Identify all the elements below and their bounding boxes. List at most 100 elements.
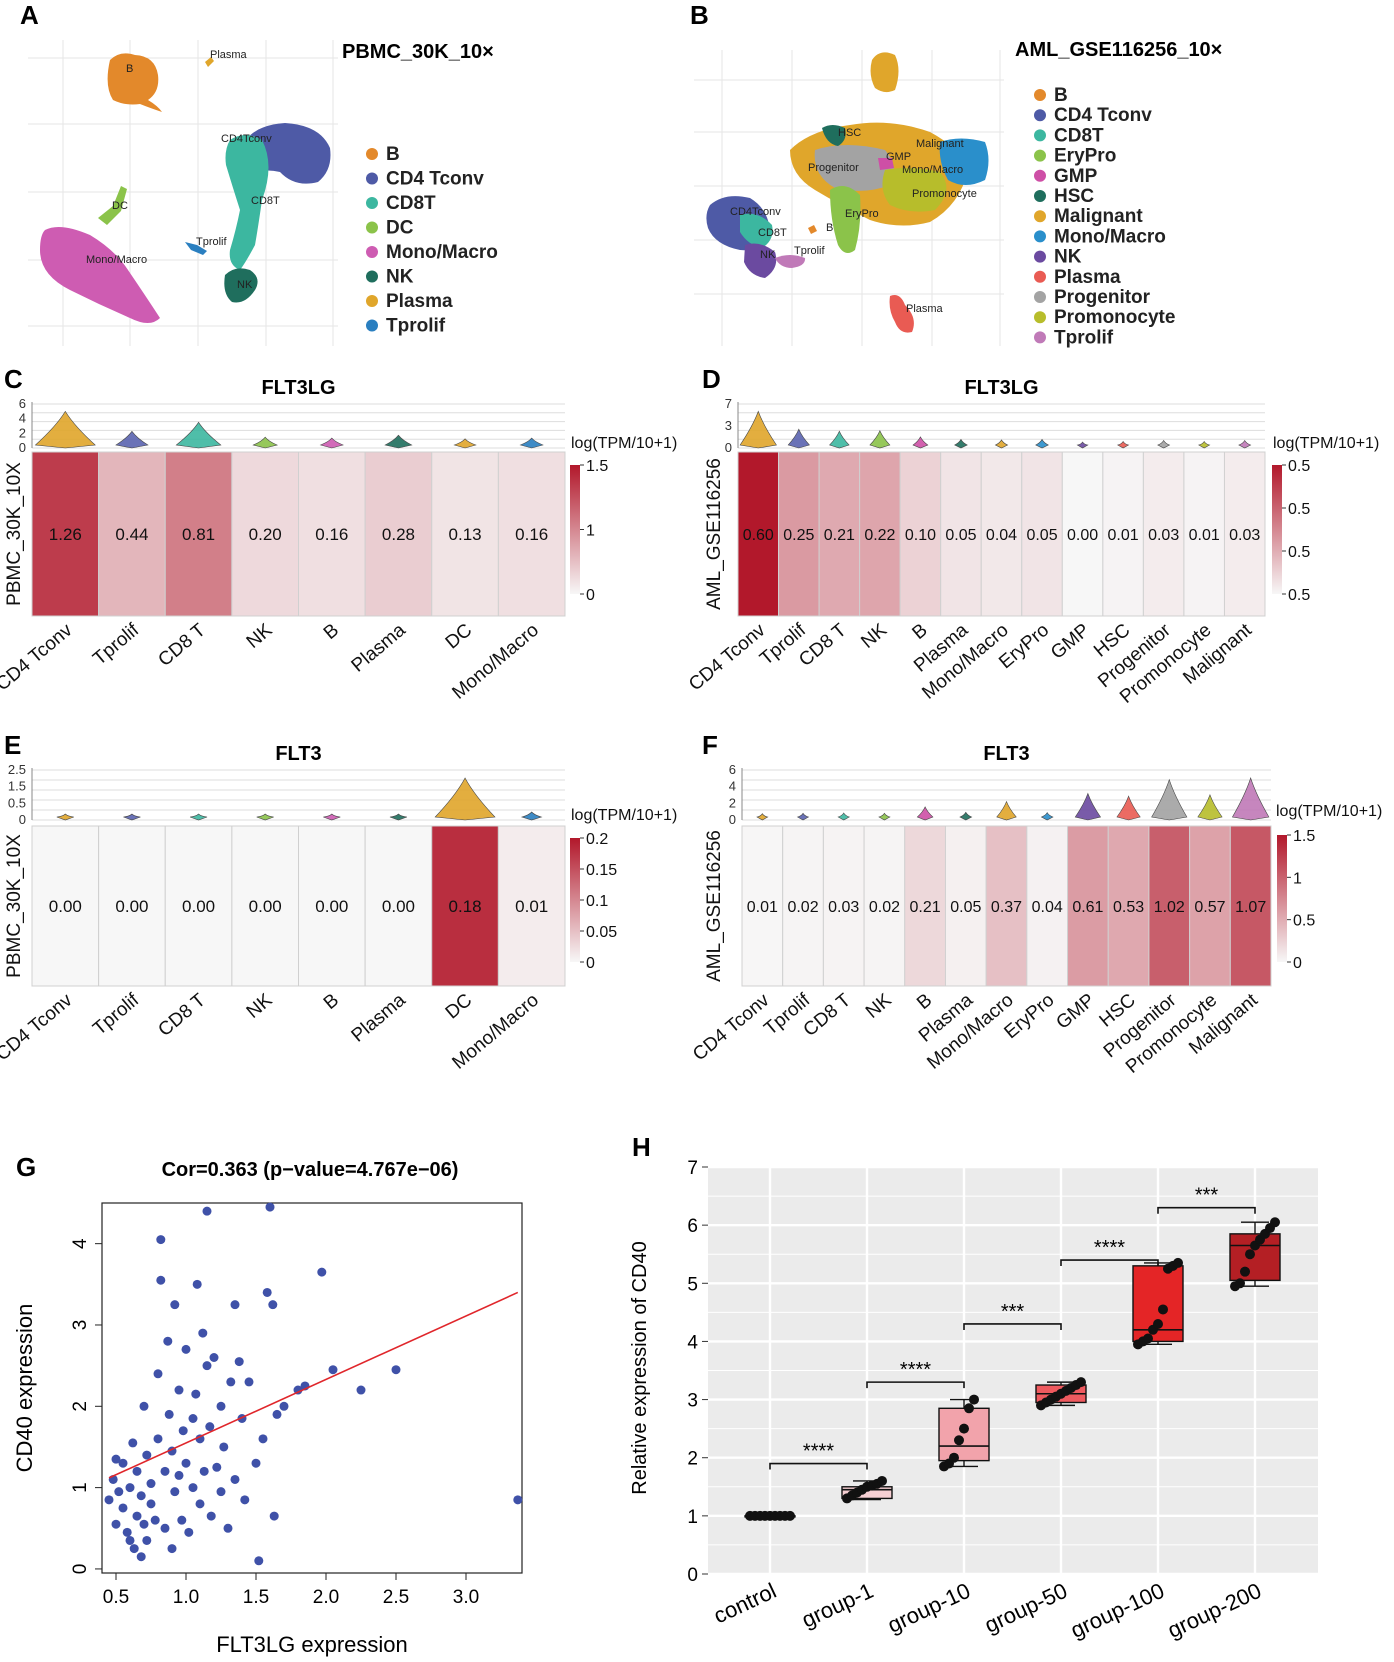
box-point-5-8 xyxy=(1270,1217,1280,1228)
violin-f-8 xyxy=(1074,792,1102,821)
box-point-4-4 xyxy=(1153,1318,1163,1329)
scatter-point-9 xyxy=(125,1535,135,1545)
legend-dot-b-10 xyxy=(1034,291,1046,303)
violin-f-1 xyxy=(796,812,810,821)
violin-tick-e-2: 0.5 xyxy=(8,795,26,810)
violin-e-6 xyxy=(434,777,496,821)
violin-d-4 xyxy=(912,436,929,449)
heat-cell-f-4 xyxy=(904,825,946,987)
heat-value-f-0: 0.01 xyxy=(747,899,778,916)
scatter-point-63 xyxy=(234,1357,244,1367)
violin-c-5 xyxy=(384,434,413,449)
violin-d-0 xyxy=(739,410,777,449)
box-point-2-6 xyxy=(969,1394,979,1405)
heat-cell-c-0 xyxy=(31,451,100,617)
heat-cell-d-12 xyxy=(1223,451,1266,617)
y-tick-g-4: 4 xyxy=(70,1238,91,1249)
heat-value-d-12: 0.03 xyxy=(1229,527,1260,544)
legend-label-b-6: Malignant xyxy=(1054,206,1143,227)
category-label-f-3: NK xyxy=(862,990,896,1023)
heat-value-c-7: 0.16 xyxy=(515,525,548,544)
violin-tick-c-0: 6 xyxy=(19,396,26,411)
heat-cell-f-8 xyxy=(1067,825,1109,987)
legend-label-b-7: Mono/Macro xyxy=(1054,226,1166,247)
scatter-point-5 xyxy=(118,1458,128,1468)
heat-cell-d-11 xyxy=(1183,451,1225,617)
scatter-point-74 xyxy=(272,1409,282,1419)
category-label-e-0: CD4 Tconv xyxy=(0,989,77,1065)
legend-dot-b-2 xyxy=(1034,129,1046,142)
colorbar-tick-c-0: 1.5 xyxy=(586,458,608,475)
violin-d-6 xyxy=(994,439,1009,449)
y-tick-g-2: 2 xyxy=(70,1401,91,1412)
scatter-point-82 xyxy=(513,1495,523,1505)
box-point-4-8 xyxy=(1173,1257,1183,1268)
legend-label-a-1: CD4 Tconv xyxy=(386,169,484,190)
category-label-e-1: Tprolif xyxy=(89,989,143,1039)
legend-dot-a-2 xyxy=(366,197,378,209)
scatter-point-0 xyxy=(104,1495,114,1505)
violin-tick-f-0: 6 xyxy=(729,762,736,777)
heat-value-c-4: 0.16 xyxy=(315,525,348,544)
umap-grid-a xyxy=(28,40,338,346)
sig-bracket-1 xyxy=(866,1381,965,1389)
scatter-point-14 xyxy=(136,1491,146,1501)
colorbar-unit-e: log(TPM/10+1) xyxy=(571,807,677,824)
panel-letter-d: D xyxy=(702,364,721,394)
scatter-point-6 xyxy=(118,1503,128,1513)
colorbar-tick-e-1: 0.15 xyxy=(586,862,617,879)
scatter-point-27 xyxy=(160,1466,170,1476)
scatter-point-65 xyxy=(240,1495,250,1505)
cluster-dc-a xyxy=(98,186,127,225)
box-point-2-2 xyxy=(949,1452,959,1463)
heat-value-e-5: 0.00 xyxy=(382,897,415,916)
scatter-point-70 xyxy=(262,1287,272,1297)
heat-ylabel-e: PBMC_30K_10X xyxy=(4,834,25,978)
violin-tick-e-3: 0 xyxy=(19,812,26,827)
cluster-plasma-a xyxy=(205,57,214,67)
colorbar-unit-c: log(TPM/10+1) xyxy=(571,435,677,452)
heat-cell-e-0 xyxy=(31,825,100,987)
panel-e: E FLT3 2.5 1.50.5 0 0.00 CD4 Tconv 0.00 Tprolif 0… xyxy=(0,730,677,1074)
violin-d-12 xyxy=(1238,439,1252,449)
violin-f-0 xyxy=(756,813,769,821)
legend-label-a-2: CD8T xyxy=(386,193,436,214)
sig-bracket-2 xyxy=(963,1323,1062,1330)
colorbar-c xyxy=(570,465,580,594)
heat-value-d-3: 0.22 xyxy=(864,527,895,544)
umap-clusters-b xyxy=(706,52,989,333)
heat-ylabel-f: AML_GSE116256 xyxy=(704,830,725,982)
scatter-point-19 xyxy=(142,1535,152,1545)
group-label-5: group-200 xyxy=(1164,1578,1265,1643)
scatter-point-21 xyxy=(146,1479,156,1489)
colorbar-tick-d-2: 0.5 xyxy=(1288,544,1310,561)
category-label-c-3: NK xyxy=(243,620,277,653)
scatter-point-41 xyxy=(184,1527,194,1537)
colorbar-tick-e-3: 0.05 xyxy=(586,924,617,941)
violin-e-7 xyxy=(520,811,543,821)
colorbar-f xyxy=(1277,835,1287,962)
scatter-xlabel-g: FLT3LG expression xyxy=(216,1632,408,1657)
heat-value-f-5: 0.05 xyxy=(950,899,981,916)
legend-label-b-2: CD8T xyxy=(1054,125,1104,146)
violin-c-4 xyxy=(319,437,345,449)
legend-dot-b-1 xyxy=(1034,109,1046,122)
violin-f-10 xyxy=(1151,778,1188,821)
panel-letter-f: F xyxy=(702,730,718,760)
panel-h: H 0 1 2 3 4 5 6 7 control group-1 group-10 group-50… xyxy=(629,1132,1318,1643)
violin-d-2 xyxy=(829,430,850,449)
cluster-hsc-b xyxy=(822,125,846,146)
box-point-2-5 xyxy=(964,1403,974,1414)
violin-d-1 xyxy=(787,428,810,449)
heat-cell-d-7 xyxy=(1021,451,1063,617)
scatter-point-29 xyxy=(163,1336,173,1346)
scatter-point-73 xyxy=(269,1511,279,1521)
legend-dot-a-5 xyxy=(366,270,378,283)
scatter-point-72 xyxy=(268,1300,278,1310)
heat-cell-d-3 xyxy=(859,451,901,617)
violin-d-5 xyxy=(954,438,968,449)
colorbar-tick-c-2: 0 xyxy=(586,587,595,604)
colorbar-tick-e-0: 0.2 xyxy=(586,831,608,848)
heat-value-e-3: 0.00 xyxy=(249,897,282,916)
